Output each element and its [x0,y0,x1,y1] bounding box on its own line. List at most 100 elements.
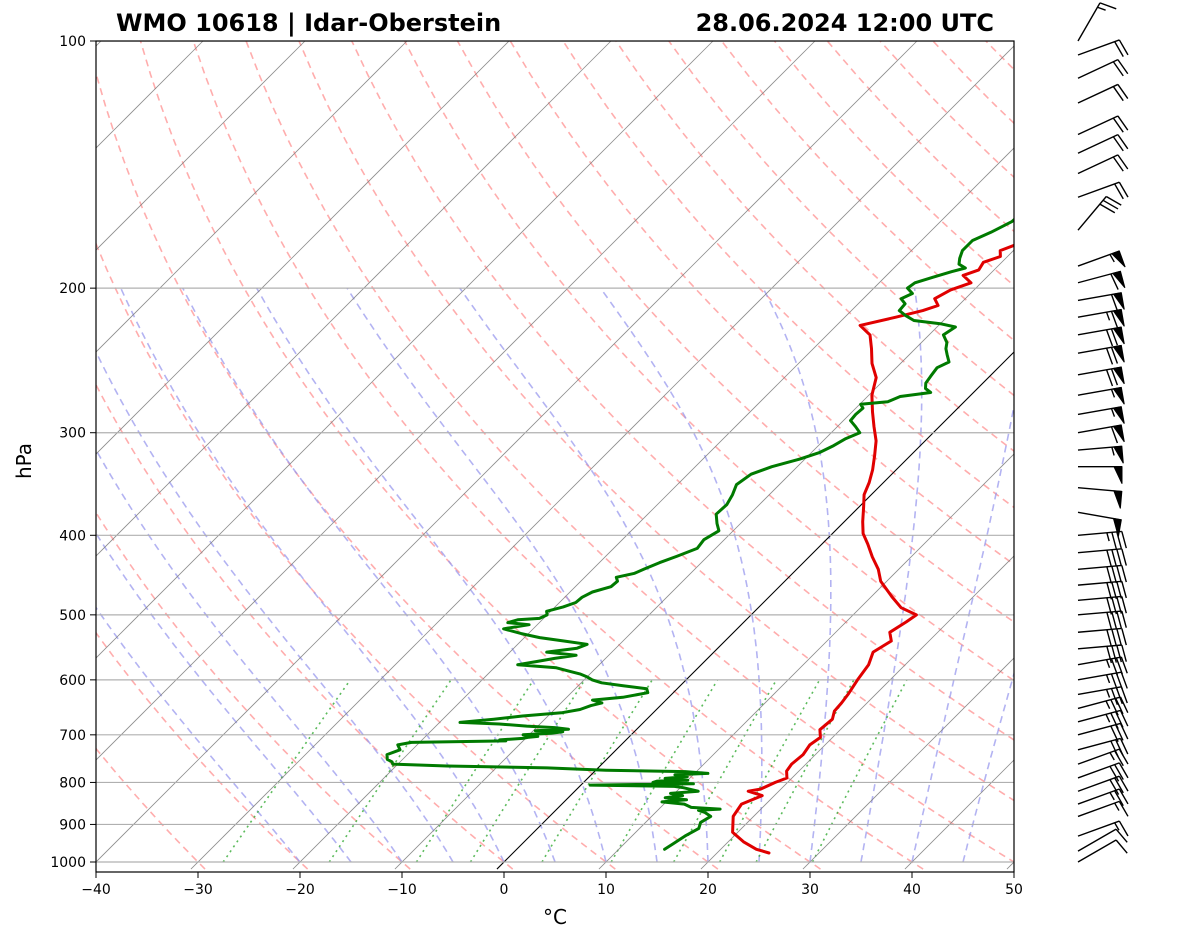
wind-barb-feather [1111,581,1118,600]
wind-barb [1077,820,1129,837]
wind-barb [1078,465,1123,484]
wind-barb-feather [1115,739,1124,756]
wind-barb-half-feather [1105,714,1111,723]
wind-barb-shaft [1077,820,1120,837]
x-tick-label: 20 [699,882,717,898]
wind-barb-feather [1110,699,1119,716]
wind-barb-feather [1116,565,1122,583]
dry-adiabat [192,41,924,870]
wind-barb-feather [1116,611,1122,629]
y-tick-label: 800 [59,775,86,791]
wind-barb [1077,775,1129,795]
wind-barb-half-feather [1106,532,1110,542]
dry-adiabat [96,70,719,870]
wind-barb-half-feather [1109,254,1115,263]
wind-barb [1077,511,1122,537]
isotherm [394,249,1014,870]
wind-barb [1077,696,1129,716]
wind-barb-feather [1111,549,1118,567]
x-axis-label: °C [543,905,567,929]
wind-barb-half-feather [1109,792,1115,801]
wind-barb-shaft [1077,788,1120,805]
dry-adiabat [1144,41,1181,869]
wind-barb-feather [1110,328,1119,346]
wind-barb-half-feather [1105,689,1111,698]
wind-barb-feather [1112,156,1124,172]
wind-barb-feather [1110,712,1119,729]
wind-barb-half-feather [1114,822,1120,831]
isotherm [96,41,918,863]
wind-barb [1077,737,1129,757]
wind-barb [1077,58,1129,79]
wind-barb [1077,610,1127,630]
wind-barb-feather [1121,644,1127,662]
wind-barb [1077,580,1127,600]
wind-barb [1077,686,1128,705]
wind-barb-feather [1121,581,1127,599]
mixing-ratio-line [328,679,452,863]
wind-barb-shaft [1077,595,1122,601]
wind-barb-shaft [1077,181,1120,198]
wind-barb-shaft [1077,196,1107,231]
wind-barb-feather [1111,532,1118,550]
wind-barb-feather [1116,596,1122,614]
wind-barb-shaft [1077,83,1119,104]
wind-barb [1077,195,1122,231]
wind-barb-pennant [1112,292,1125,310]
wind-barb-feather [1119,710,1129,727]
y-axis-label: hPa [12,443,36,479]
wind-barb-feather [1106,646,1113,664]
wind-barb-feather [1121,531,1127,549]
chart-title-datetime: 28.06.2024 12:00 UTC [696,9,994,37]
wind-barb-pennant [1112,344,1125,363]
wind-barb-shaft [1077,737,1121,751]
zero-isotherm [496,351,1014,870]
wind-barb-shaft [1077,134,1119,154]
mixing-ratio-line [469,679,586,863]
wind-barb-shaft [1077,775,1120,792]
wind-barb-feather [1110,294,1119,311]
wind-barb-shaft [1077,39,1120,56]
moist-adiabat [860,287,923,863]
wind-barb [1077,788,1129,807]
wind-barb-feather [1115,657,1123,675]
wind-barb-feather [1118,762,1129,779]
wind-barb [1077,386,1125,405]
wind-barb-pennant [1112,517,1122,537]
wind-barb-feather [1111,629,1118,647]
y-tick-label: 700 [59,728,86,744]
dry-adiabat [298,41,1014,802]
moist-adiabat [911,401,1014,863]
wind-barb-shaft [1077,709,1121,723]
wind-barb [1077,406,1125,424]
mixing-ratio-line [811,679,908,863]
wind-barb [1077,250,1126,268]
wind-barb-feather [1114,764,1124,780]
wind-barb-feather [1117,59,1129,75]
wind-barb [1077,2,1117,42]
moist-adiabat [96,350,454,863]
wind-barbs [1077,2,1129,863]
isotherm [96,41,612,557]
wind-barb-feather [1121,565,1127,583]
y-tick-label: 500 [59,608,86,624]
wind-barb-feather [1110,347,1119,364]
wind-barb-feather [1106,582,1113,600]
wind-barb-half-feather [1105,674,1111,684]
dry-adiabat [668,41,1014,397]
x-tick-label: −20 [285,882,315,898]
wind-barb-feather [1115,698,1124,715]
wind-barb-shaft [1077,839,1117,863]
x-tick-label: 0 [500,882,509,898]
dry-adiabat [1092,41,1181,869]
wind-barb [1077,709,1129,729]
x-tick-label: 50 [1005,882,1023,898]
wind-barb-shaft [1077,115,1119,136]
wind-barb [1077,828,1128,852]
wind-barb-feather [1118,39,1129,56]
wind-barb-shaft [1077,748,1120,765]
x-tick-label: 10 [597,882,615,898]
y-tick-label: 1000 [50,855,86,871]
dry-adiabat [403,41,1014,682]
